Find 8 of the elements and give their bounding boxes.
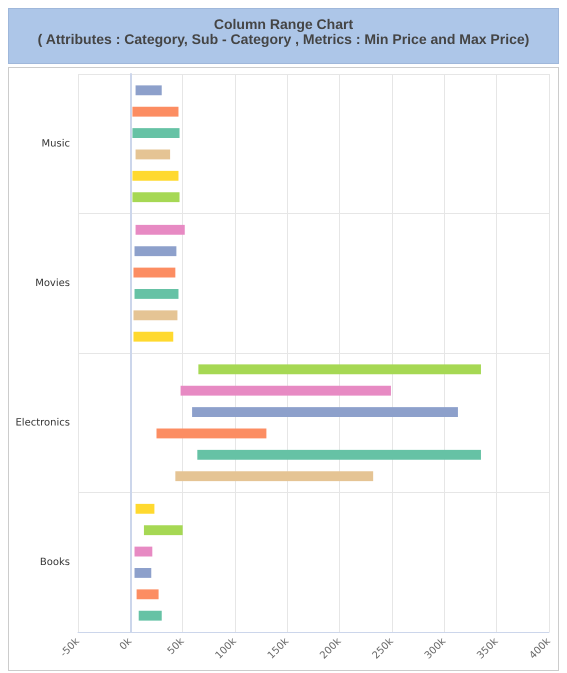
y-tick-label: Movies <box>35 278 70 289</box>
chart-title: Column Range Chart <box>212 16 354 32</box>
y-tick-label: Music <box>42 138 70 150</box>
x-tick-label: 50k <box>166 636 187 657</box>
y-tick-label: Books <box>40 556 70 568</box>
x-tick-label: 0k <box>118 636 134 652</box>
chart-subtitle: ( Attributes : Category, Sub - Category , Metrics : Min Price and Max Price) <box>36 31 530 47</box>
y-tick-label: Electronics <box>15 417 70 428</box>
